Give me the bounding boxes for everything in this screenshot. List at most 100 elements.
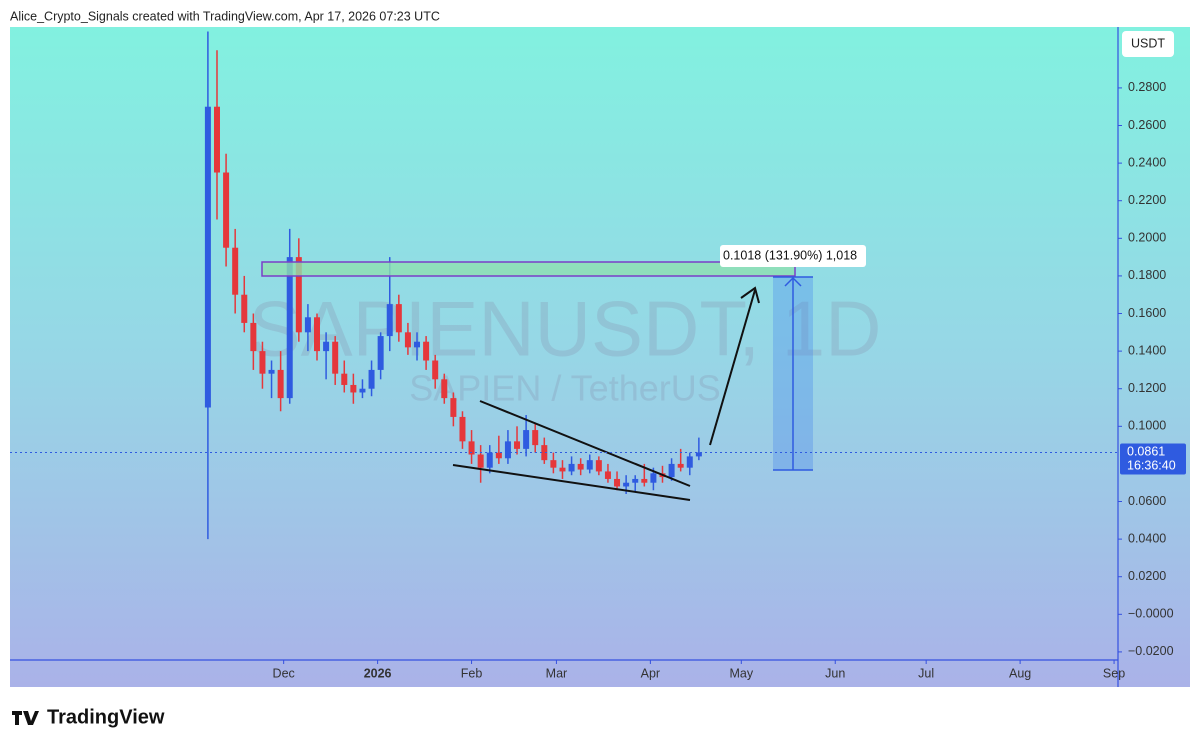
projection-arrowhead [740,286,760,304]
candle-body [286,257,293,399]
y-tick-label: 0.0200 [1128,569,1166,583]
axes: 0.2800 0.2600 0.2400 0.2200 0.2000 0.1800 0.16… [273,80,1174,680]
candle-body [495,452,502,459]
candle-body [232,247,239,295]
candle-body [468,441,475,455]
y-tick-label: 0.2400 [1128,155,1166,169]
candle-body [641,478,648,483]
candle-body [668,463,675,478]
candle-body [441,379,448,399]
candle-body [268,369,275,374]
resistance-zone [261,261,796,277]
candle-body [432,360,439,380]
x-tick-label: Mar [546,666,568,680]
candle-body [604,471,611,479]
footer-brand: TradingView [47,706,165,728]
x-tick-label: Jul [918,666,934,680]
y-tick-label: 0.2600 [1128,118,1166,132]
y-tick-label: 0.1400 [1128,343,1166,357]
candle-body [695,452,702,457]
candle-body [623,482,630,487]
x-tick-label: Sep [1103,666,1125,680]
x-tick-label: Jun [825,666,845,680]
candle-body [477,454,484,468]
candle-body [304,317,311,333]
trendline-lower [452,464,691,501]
trendline-upper [479,400,691,487]
y-tick-label: 0.1800 [1128,268,1166,282]
candle-body [350,384,357,393]
candle-body [213,106,220,173]
logo-icon [12,711,39,725]
candle-body [359,388,366,393]
candle-body [204,106,211,408]
candle-body [632,478,639,483]
candle-body [295,257,302,333]
watermark-title: SAPIENUSDT, 1D [249,285,882,373]
x-tick-label: 2026 [364,666,392,680]
y-tick-label: 0.1200 [1128,381,1166,395]
measure-label: 0.1018 (131.90%) 1,018 [723,248,857,262]
header: Alice_Crypto_Signals created with Tradin… [10,9,440,23]
y-tick-label: 0.2200 [1128,193,1166,207]
y-tick-label: −0.0200 [1128,644,1174,658]
watermark: SAPIENUSDT, 1D SAPIEN / TetherUS [249,285,882,409]
candle-body [650,473,657,483]
candle-body [250,322,257,352]
candle-body [223,172,230,248]
candle-body [514,441,521,449]
candle-body [595,460,602,472]
candle-body [404,332,411,348]
candle-body [368,369,375,389]
y-tick-label: 0.1600 [1128,306,1166,320]
candles [204,31,702,540]
candle-body [568,463,575,472]
candle-body [504,441,511,459]
x-tick-label: Aug [1009,666,1031,680]
projection-arrow [709,289,756,446]
candle-body [332,341,339,374]
y-tick-label: 0.0600 [1128,494,1166,508]
candle-body [259,351,266,374]
candle-body [686,456,693,468]
candle-body [241,294,248,323]
watermark-subtitle: SAPIEN / TetherUS [409,368,720,409]
currency-label: USDT [1131,36,1165,50]
candle-body [423,341,430,361]
last-price-label: 0.0861 [1127,445,1165,459]
x-tick-label: Apr [641,666,660,680]
candle-body [323,341,330,352]
candle-body [586,460,593,470]
candle-body [532,430,539,446]
candle-body [395,304,402,333]
x-tick-label: Dec [273,666,295,680]
candle-body [314,317,321,352]
candle-body [459,416,466,442]
candle-body [377,336,384,370]
footer-logo: TradingView [12,706,165,728]
y-tick-label: 0.0400 [1128,531,1166,545]
y-tick-label: 0.2000 [1128,231,1166,245]
measure-label-box [720,245,866,267]
candle-body [486,452,493,468]
candle-body [677,463,684,468]
candle-body [386,304,393,337]
countdown-label: 16:36:40 [1127,459,1176,473]
x-tick-label: May [729,666,753,680]
measure-arrowhead [784,276,802,287]
y-tick-label: 0.2800 [1128,80,1166,94]
candle-body [541,445,548,461]
candle-body [277,369,284,399]
y-tick-label: 0.1000 [1128,419,1166,433]
candle-body [559,467,566,472]
candle-body [523,430,530,449]
x-tick-label: Feb [461,666,483,680]
candle-body [550,460,557,468]
candle-body [577,463,584,470]
candle-body [450,398,457,417]
candle-body [414,341,421,348]
currency-button[interactable] [1122,31,1174,57]
y-tick-label: −0.0000 [1128,607,1174,621]
